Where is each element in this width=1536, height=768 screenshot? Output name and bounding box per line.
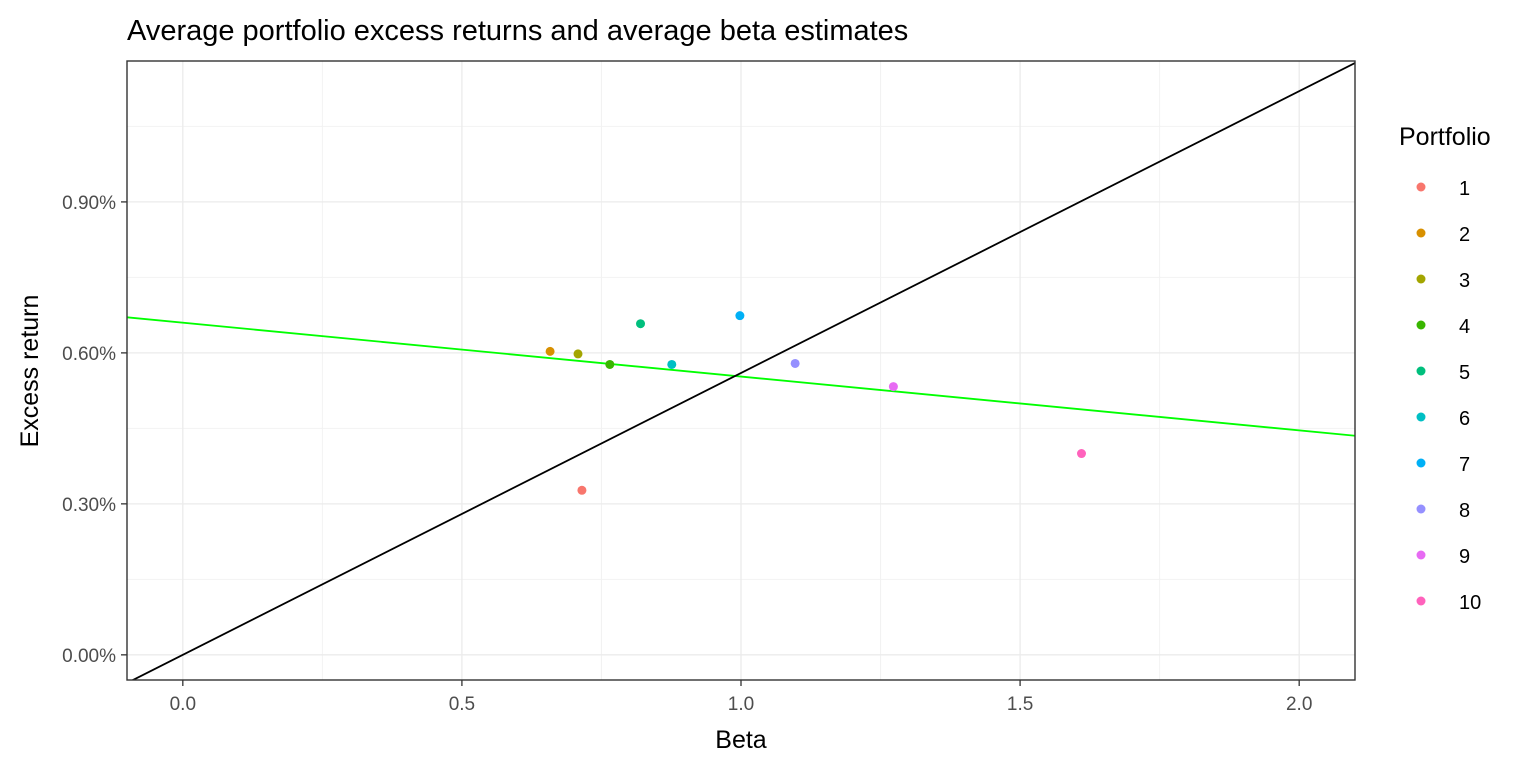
legend-label-portfolio-4: 4 [1459,316,1470,338]
legend-label-portfolio-5: 5 [1459,362,1470,384]
legend-key-portfolio-7 [1416,458,1426,468]
x-tick-label: 1.5 [1007,694,1033,715]
y-axis-title: Excess return [16,295,44,448]
x-axis-title: Beta [715,726,767,754]
y-axis: 0.00% 0.30% 0.60% 0.90% [62,193,127,667]
legend-key-portfolio-4 [1416,320,1426,330]
point-portfolio-3 [573,349,583,359]
data-points [545,311,1086,495]
point-portfolio-8 [790,358,800,368]
point-portfolio-2 [545,346,555,356]
legend: Portfolio 1 2 3 4 5 6 7 8 9 10 [1399,123,1491,614]
legend-key-portfolio-8 [1416,504,1426,514]
point-portfolio-9 [888,382,898,392]
point-portfolio-10 [1076,449,1086,459]
x-tick-label: 0.0 [170,694,196,715]
regression-fit-line [127,316,1355,437]
x-tick-label: 0.5 [449,694,475,715]
chart-title: Average portfolio excess returns and ave… [127,15,908,47]
point-portfolio-4 [605,359,615,369]
legend-key-portfolio-10 [1416,596,1426,606]
x-tick-label: 1.0 [728,694,754,715]
y-tick-label: 0.60% [62,344,116,365]
y-tick-label: 0.00% [62,646,116,667]
grid-major [127,61,1355,680]
x-tick-label: 2.0 [1286,694,1312,715]
legend-key-portfolio-6 [1416,412,1426,422]
x-axis: 0.0 0.5 1.0 1.5 2.0 [170,680,1312,715]
security-market-line-line [130,62,1355,680]
point-portfolio-1 [577,485,587,495]
legend-key-portfolio-2 [1416,228,1426,238]
y-tick-label: 0.30% [62,495,116,516]
legend-label-portfolio-7: 7 [1459,454,1470,476]
point-portfolio-5 [636,319,646,329]
legend-title: Portfolio [1399,123,1491,151]
legend-label-portfolio-10: 10 [1459,592,1481,614]
legend-key-portfolio-9 [1416,550,1426,560]
legend-label-portfolio-2: 2 [1459,224,1470,246]
legend-key-portfolio-1 [1416,182,1426,192]
plot-panel [126,60,1356,681]
legend-label-portfolio-1: 1 [1459,178,1470,200]
point-portfolio-6 [667,359,677,369]
reference-lines [127,62,1355,680]
legend-key-portfolio-3 [1416,274,1426,284]
legend-label-portfolio-3: 3 [1459,270,1470,292]
legend-label-portfolio-9: 9 [1459,546,1470,568]
y-tick-label: 0.90% [62,193,116,214]
point-portfolio-7 [735,311,745,321]
legend-label-portfolio-8: 8 [1459,500,1470,522]
legend-key-portfolio-5 [1416,366,1426,376]
legend-label-portfolio-6: 6 [1459,408,1470,430]
